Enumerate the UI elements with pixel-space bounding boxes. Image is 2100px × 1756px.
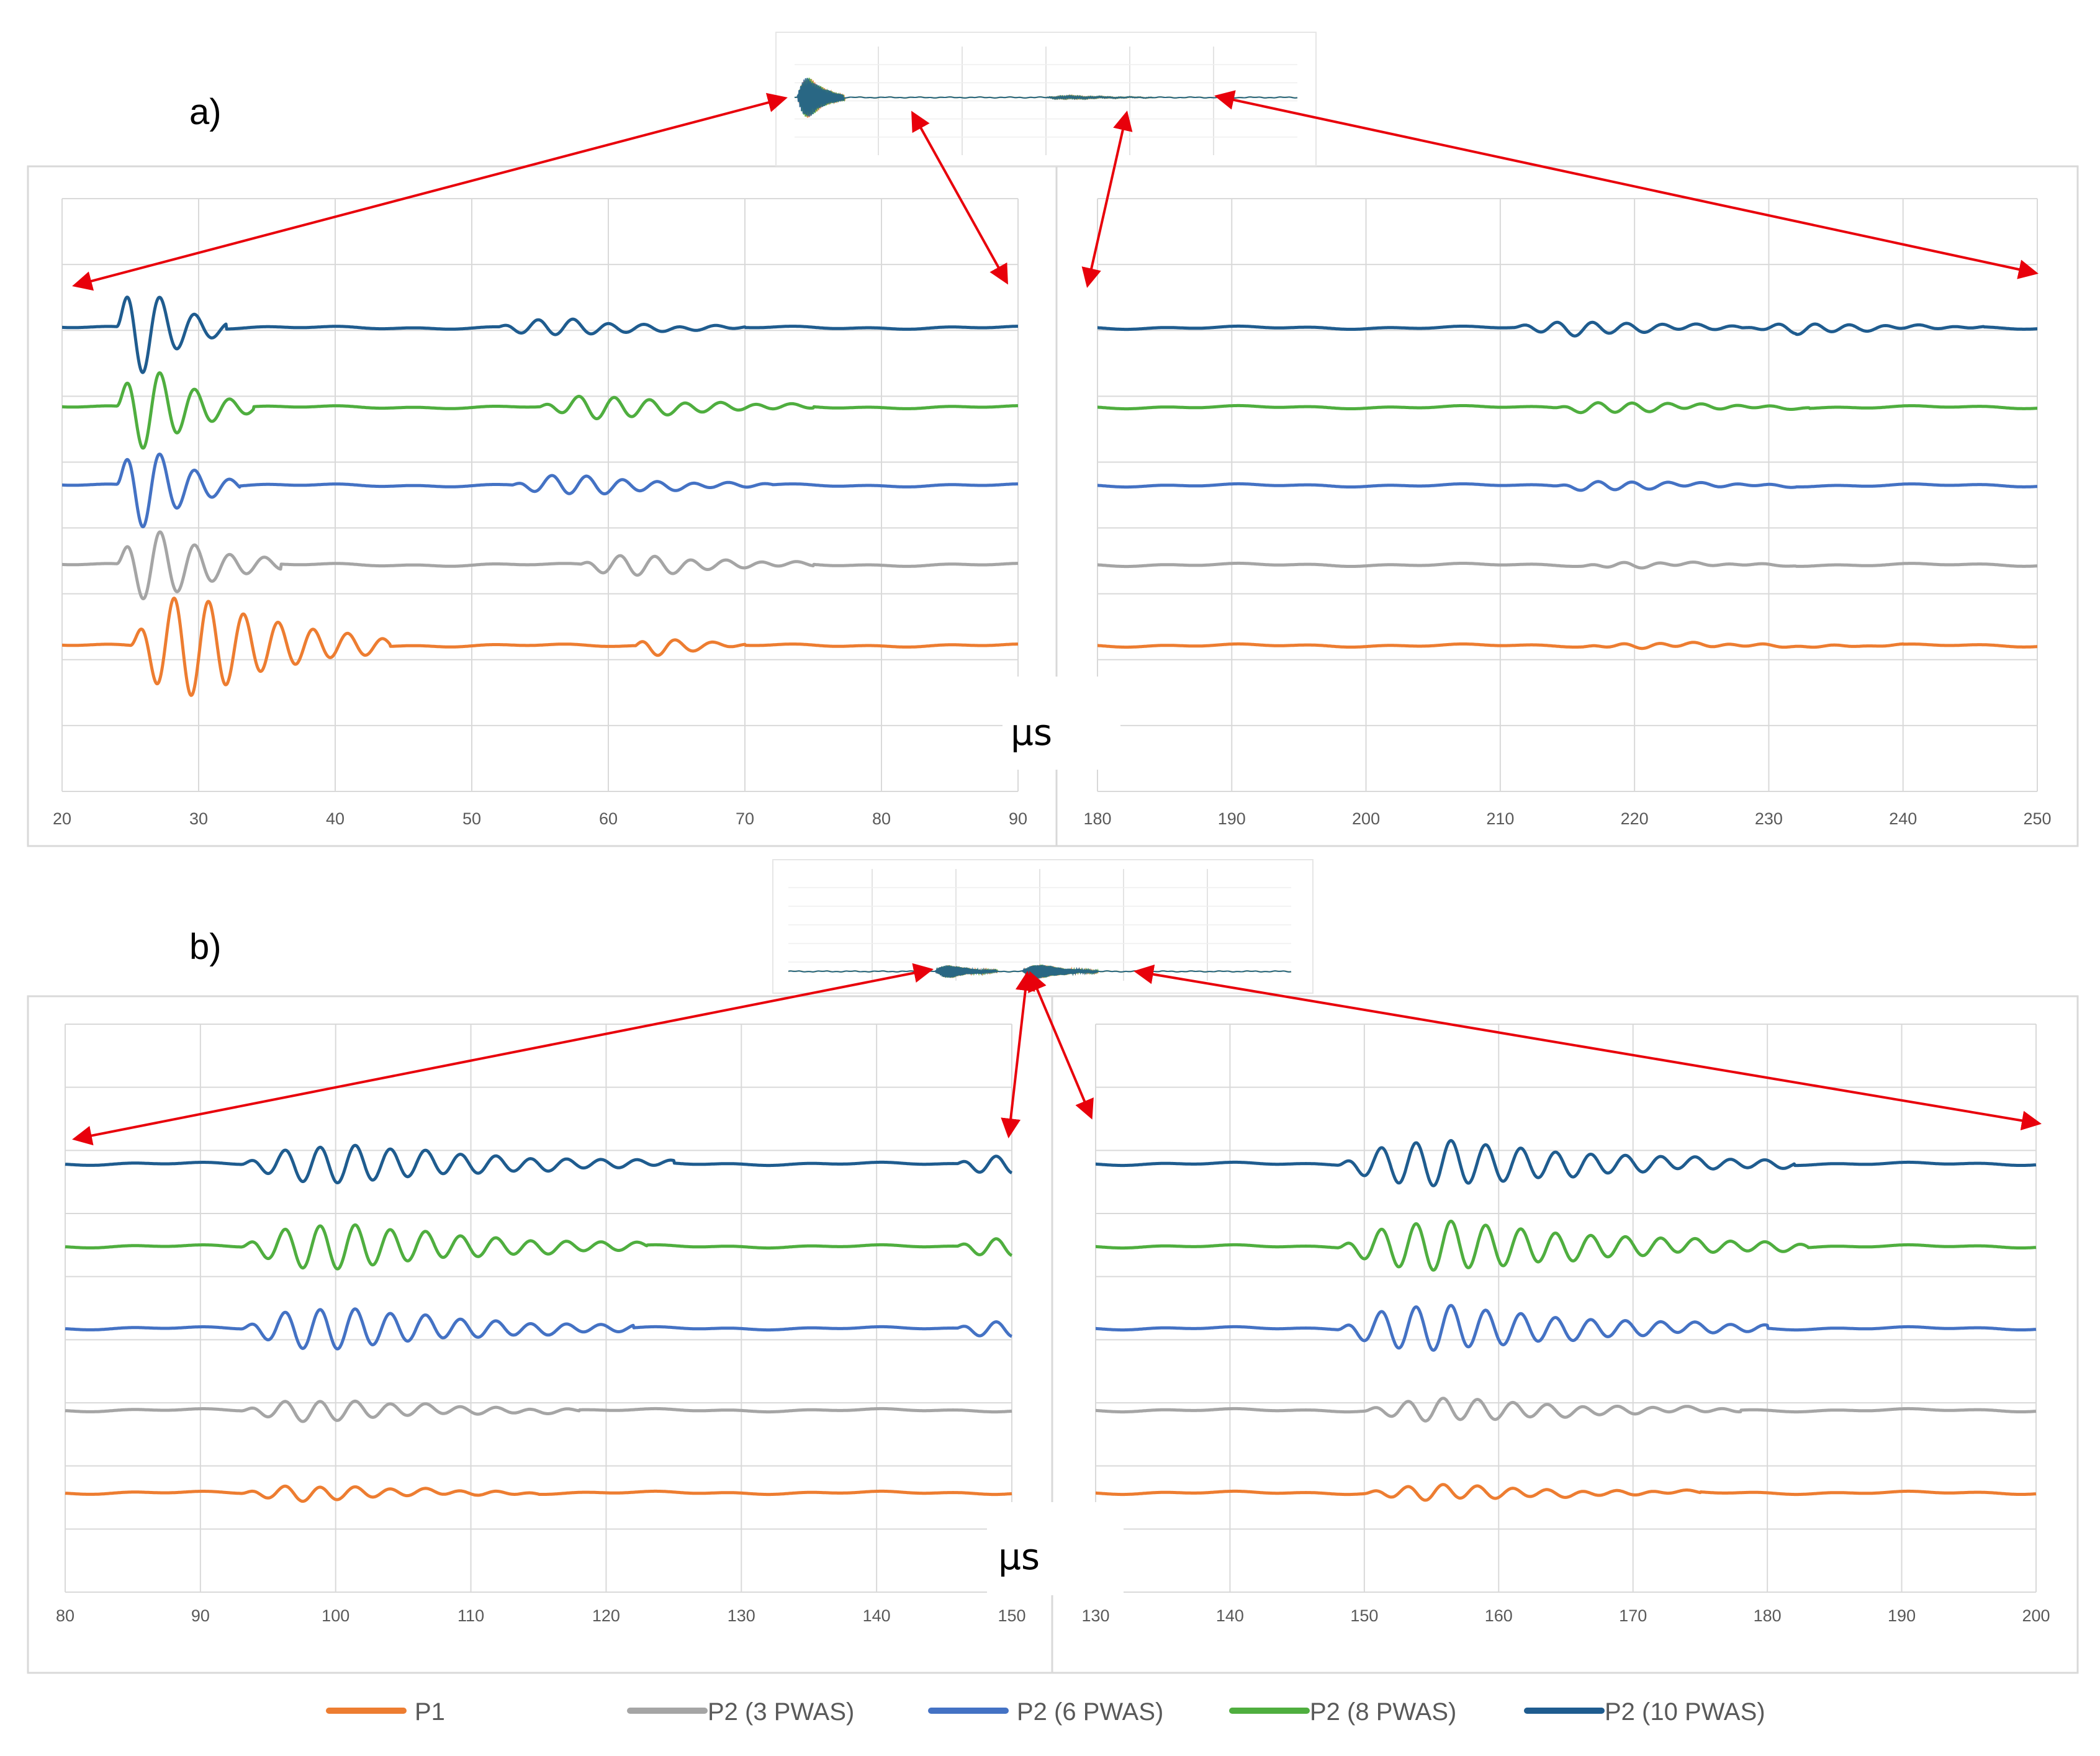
series-line-p2-3-pwas xyxy=(61,530,1019,601)
x-tick-label: 180 xyxy=(1083,809,1111,828)
x-tick-label: 100 xyxy=(322,1606,349,1625)
series-line-p1 xyxy=(64,1484,1013,1503)
x-tick-label: 190 xyxy=(1218,809,1246,828)
series-line-p2-6-pwas xyxy=(61,453,1019,529)
zoom-arrow-b1 xyxy=(72,963,934,1146)
panel-frame-a-right xyxy=(1055,165,2079,847)
overview-thumbnail-b xyxy=(772,859,1314,994)
x-tick-label: 190 xyxy=(1888,1606,1916,1625)
x-tick-label: 220 xyxy=(1621,809,1649,828)
x-tick-label: 150 xyxy=(1350,1606,1378,1625)
chart-b-right: 130 140 150 160 170 180 190 200 xyxy=(1081,1024,2050,1625)
series-line-p2-10-pwas xyxy=(1094,1139,2037,1187)
x-tick-label: 120 xyxy=(592,1606,620,1625)
x-tick-label: 170 xyxy=(1619,1606,1647,1625)
legend-label-p1: P1 xyxy=(415,1698,445,1726)
series-line-p2-6-pwas xyxy=(1094,1303,2037,1352)
x-tick-label: 90 xyxy=(1009,809,1027,828)
part-label-b: b) xyxy=(189,927,222,967)
legend-item-p2-6: P2 (6 PWAS) xyxy=(928,1698,1163,1726)
panel-frame-a-left xyxy=(27,165,1058,847)
chart-a-left: 20 30 40 50 60 70 80 90 xyxy=(53,198,1027,828)
legend-label-p2-8: P2 (8 PWAS) xyxy=(1310,1698,1456,1726)
x-tick-label: 60 xyxy=(599,809,618,828)
series-line-p1 xyxy=(61,597,1019,697)
zoom-arrow-a3 xyxy=(1081,110,1133,288)
legend-label-p2-3: P2 (3 PWAS) xyxy=(708,1698,854,1726)
zoom-arrow-b4 xyxy=(1133,964,2042,1131)
x-tick-label: 200 xyxy=(1352,809,1380,828)
x-tick-label: 210 xyxy=(1486,809,1514,828)
panel-frame-b-left xyxy=(27,995,1053,1674)
zoom-arrow-a4 xyxy=(1214,90,2039,279)
series-line-p2-8-pwas xyxy=(61,371,1019,450)
zoom-arrow-b2 xyxy=(1001,971,1035,1138)
series-line-p2-8-pwas xyxy=(1094,1219,2037,1272)
legend-item-p2-3: P2 (3 PWAS) xyxy=(627,1698,854,1726)
unit-label-a: μs xyxy=(1011,711,1052,754)
x-tick-label: 230 xyxy=(1755,809,1783,828)
zoom-arrow-b3 xyxy=(1028,971,1094,1120)
x-tick-label: 130 xyxy=(728,1606,755,1625)
x-tick-label: 110 xyxy=(457,1606,484,1625)
x-tick-label: 40 xyxy=(326,809,345,828)
x-tick-label: 70 xyxy=(736,809,754,828)
series-line-p2-3-pwas xyxy=(64,1399,1013,1423)
part-label-a: a) xyxy=(189,92,222,132)
series-line-p1 xyxy=(1094,1483,2037,1502)
x-tick-label: 160 xyxy=(1485,1606,1513,1625)
unit-label-bg-b xyxy=(987,1502,1124,1595)
thumb-signal-line xyxy=(795,78,1298,117)
x-tick-label: 180 xyxy=(1754,1606,1782,1625)
zoom-arrow-a2 xyxy=(911,110,1008,285)
legend-label-p2-10: P2 (10 PWAS) xyxy=(1605,1698,1765,1726)
x-tick-label: 140 xyxy=(1216,1606,1244,1625)
x-tick-label: 30 xyxy=(189,809,208,828)
legend-item-p2-10: P2 (10 PWAS) xyxy=(1524,1698,1765,1726)
zoom-arrows xyxy=(72,90,2042,1146)
series-line-p2-6-pwas xyxy=(1096,480,2039,492)
series-line-p2-3-pwas xyxy=(1096,561,2039,570)
x-tick-label: 250 xyxy=(2023,809,2051,828)
x-tick-label: 130 xyxy=(1081,1606,1109,1625)
series-line-p2-6-pwas xyxy=(64,1307,1013,1351)
legend-item-p1: P1 xyxy=(326,1698,445,1726)
series-line-p2-8-pwas xyxy=(64,1223,1013,1271)
chart-a-right: 180 190 200 210 220 230 240 250 xyxy=(1083,198,2052,828)
x-tick-label: 90 xyxy=(191,1606,210,1625)
panel-frame-b-right xyxy=(1051,995,2079,1674)
legend-label-p2-6: P2 (6 PWAS) xyxy=(1017,1698,1163,1726)
unit-label-b: μs xyxy=(998,1536,1040,1578)
x-tick-label: 50 xyxy=(462,809,481,828)
legend-item-p2-8: P2 (8 PWAS) xyxy=(1229,1698,1456,1726)
zoom-arrow-a1 xyxy=(72,92,788,291)
unit-label-bg-a xyxy=(1003,677,1120,770)
series-line-p2-8-pwas xyxy=(1096,401,2039,415)
series-line-p2-10-pwas xyxy=(1096,320,2039,338)
series-line-p2-3-pwas xyxy=(1094,1397,2037,1423)
x-tick-label: 80 xyxy=(872,809,891,828)
series-line-p2-10-pwas xyxy=(61,295,1019,374)
x-tick-label: 20 xyxy=(53,809,71,828)
x-tick-label: 150 xyxy=(998,1606,1025,1625)
x-tick-label: 80 xyxy=(56,1606,74,1625)
x-tick-label: 240 xyxy=(1889,809,1917,828)
series-line-p1 xyxy=(1096,641,2039,651)
x-tick-label: 140 xyxy=(863,1606,891,1625)
x-tick-label: 200 xyxy=(2022,1606,2050,1625)
legend: P1 P2 (3 PWAS) P2 (6 PWAS) P2 (8 PWAS) P… xyxy=(326,1698,1765,1726)
series-line-p2-10-pwas xyxy=(64,1143,1013,1184)
